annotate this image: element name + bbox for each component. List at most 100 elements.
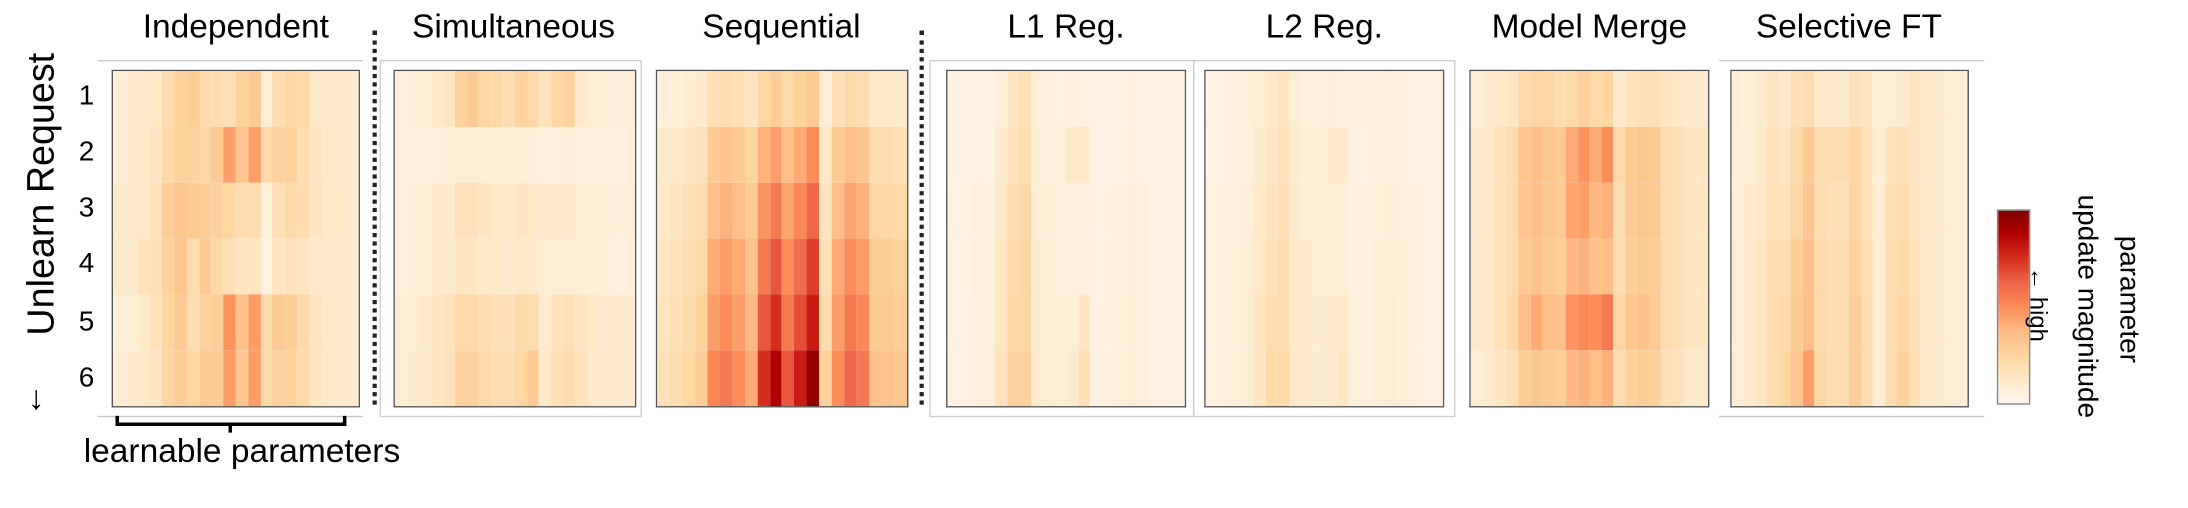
heatmap-cell-r3-c15 [1636, 182, 1649, 239]
heatmap-cell-r6-c9 [211, 350, 224, 407]
heatmap-cell-r6-c2 [1217, 350, 1230, 407]
heatmap-cell-r5-c2 [1217, 294, 1230, 351]
heatmap-cell-r3-c3 [137, 182, 150, 239]
heatmap-cell-r1-c9 [211, 71, 224, 127]
heatmap-cell-r1-c14 [550, 71, 563, 127]
heatmap-cell-r6-c20 [1955, 350, 1968, 407]
heatmap-cell-r3-c8 [1030, 182, 1043, 239]
heatmap-cell-r3-c14 [272, 182, 285, 239]
heatmap-cell-r2-c5 [162, 126, 175, 183]
heatmap-cell-r6-c18 [1672, 350, 1685, 407]
heatmap-cell-r3-c6 [1006, 182, 1019, 239]
heatmap-cell-r1-c5 [707, 71, 720, 127]
heatmap-cell-r4-c18 [869, 238, 883, 295]
heatmap-cell-r3-c6 [1790, 182, 1803, 239]
heatmap-cell-r5-c12 [1336, 294, 1348, 351]
heatmap-cell-r4-c19 [1419, 238, 1431, 295]
panel-title-model-merge: Model Merge [1491, 8, 1688, 47]
panel-title-selective-ft: Selective FT [1755, 8, 1942, 47]
heatmap-cell-r3-c17 [1920, 182, 1933, 239]
heatmap-cell-r3-c7 [1276, 182, 1289, 239]
heatmap-cell-r4-c9 [757, 238, 770, 295]
heatmap-cell-r4-c5 [707, 238, 720, 295]
heatmap-cell-r4-c16 [1648, 238, 1661, 295]
heatmap-cell-r5-c10 [223, 294, 236, 351]
heatmap-cell-r4-c12 [1336, 238, 1348, 295]
heatmap-cell-r1-c2 [959, 71, 972, 127]
heatmap-cell-r4-c9 [1565, 238, 1578, 295]
heatmap-cell-r4-c2 [1217, 238, 1230, 295]
heatmap-cell-r3-c15 [1113, 182, 1126, 239]
heatmap-cell-r2-c17 [1137, 126, 1150, 183]
heatmap-cell-r4-c11 [1324, 238, 1337, 295]
heatmap-cell-r1-c5 [994, 71, 1007, 127]
heatmap-cell-r2-c18 [1672, 126, 1685, 183]
heatmap-cell-r4-c3 [1494, 238, 1507, 295]
heatmap-simultaneous [393, 69, 637, 408]
heatmap-cell-r4-c15 [1896, 238, 1909, 295]
heatmap-cell-r5-c16 [1648, 294, 1661, 351]
heatmap-cell-r1-c17 [1660, 71, 1673, 127]
heatmap-cell-r4-c18 [1672, 238, 1685, 295]
heatmap-cell-r1-c2 [1482, 71, 1495, 127]
heatmap-cell-r2-c2 [959, 126, 972, 183]
heatmap-cell-r3-c1 [657, 182, 670, 239]
heatmap-cell-r4-c16 [1125, 238, 1138, 295]
heatmap-cell-r3-c18 [869, 182, 883, 239]
heatmap-cell-r6-c5 [994, 350, 1007, 407]
heatmap-cell-r3-c9 [490, 182, 503, 239]
heatmap-cell-r4-c14 [1359, 238, 1372, 295]
heatmap-cell-r3-c5 [442, 182, 455, 239]
heatmap-cell-r5-c15 [1896, 294, 1909, 351]
heatmap-cell-r6-c16 [1383, 350, 1396, 407]
heatmap-cell-r6-c6 [1790, 350, 1803, 407]
heatmap-cell-r2-c14 [272, 126, 285, 183]
heatmap-cell-r4-c1 [947, 238, 960, 295]
heatmap-cell-r3-c2 [1217, 182, 1230, 239]
heatmap-cell-r6-c20 [894, 350, 907, 407]
heatmap-cell-r3-c10 [223, 182, 236, 239]
heatmap-cell-r4-c2 [1743, 238, 1756, 295]
heatmap-cell-r4-c11 [235, 238, 249, 295]
heatmap-cell-r6-c11 [1589, 350, 1602, 407]
heatmap-cell-r1-c13 [1089, 71, 1102, 127]
heatmap-cell-r3-c1 [1470, 182, 1483, 239]
heatmap-cell-r3-c10 [1577, 182, 1590, 239]
heatmap-cell-r1-c3 [1755, 71, 1768, 127]
heatmap-cell-r3-c9 [1565, 182, 1578, 239]
heatmap-cell-r1-c19 [334, 71, 347, 127]
heatmap-cell-r5-c10 [1577, 294, 1590, 351]
heatmap-cell-r6-c15 [284, 350, 298, 407]
heatmap-cell-r3-c4 [694, 182, 708, 239]
heatmap-cell-r3-c16 [1125, 182, 1138, 239]
heatmap-cell-r6-c8 [744, 350, 758, 407]
heatmap-cell-r3-c9 [757, 182, 770, 239]
heatmap-cell-r4-c20 [894, 238, 907, 295]
heatmap-cell-r2-c18 [321, 126, 335, 183]
heatmap-cell-r2-c15 [562, 126, 575, 183]
heatmap-cell-r1-c15 [1636, 71, 1649, 127]
heatmap-cell-r6-c4 [694, 350, 708, 407]
heatmap-cell-r2-c11 [514, 126, 527, 183]
heatmap-cell-r6-c10 [1837, 350, 1850, 407]
heatmap-cell-r3-c19 [1943, 182, 1956, 239]
heatmap-cell-r1-c10 [223, 71, 236, 127]
heatmap-cell-r5-c7 [1276, 294, 1289, 351]
heatmap-cell-r5-c6 [1264, 294, 1277, 351]
heatmap-cell-r4-c12 [1601, 238, 1614, 295]
heatmap-cell-r5-c6 [1006, 294, 1019, 351]
heatmap-cell-r5-c18 [1672, 294, 1685, 351]
heatmap-cell-r1-c4 [983, 71, 995, 127]
heatmap-cell-r1-c8 [1030, 71, 1043, 127]
heatmap-cell-r3-c6 [174, 182, 187, 239]
heatmap-cell-r1-c13 [1873, 71, 1885, 127]
heatmap-cell-r2-c14 [1624, 126, 1637, 183]
heatmap-cell-r5-c2 [125, 294, 138, 351]
heatmap-cell-r4-c15 [562, 238, 575, 295]
heatmap-cell-r2-c1 [113, 126, 126, 183]
heatmap-cell-r3-c2 [125, 182, 138, 239]
heatmap-cell-r5-c13 [1089, 294, 1102, 351]
heatmap-cell-r1-c10 [1837, 71, 1850, 127]
heatmap-cell-r3-c8 [1553, 182, 1566, 239]
heatmap-cell-r6-c18 [1932, 350, 1944, 407]
